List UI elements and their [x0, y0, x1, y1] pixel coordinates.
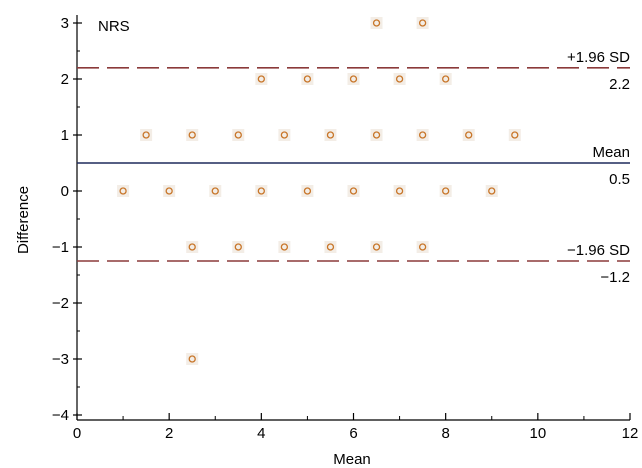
- data-point-halo: [324, 241, 337, 253]
- data-point-halo: [439, 185, 452, 197]
- data-point-halo: [301, 73, 314, 85]
- data-point: [257, 75, 265, 83]
- data-point: [372, 243, 381, 251]
- data-point: [211, 187, 219, 195]
- y-tick-label: 1: [61, 127, 69, 144]
- data-point-halo: [163, 185, 176, 197]
- data-point-halo: [255, 73, 268, 85]
- x-tick-label: 10: [529, 425, 546, 442]
- data-point-halo: [232, 129, 245, 141]
- data-point: [326, 131, 335, 139]
- data-point-halo: [347, 185, 360, 197]
- reference-line-label: +1.96 SD: [567, 49, 630, 66]
- data-point: [142, 131, 150, 139]
- data-point-halo: [324, 129, 337, 141]
- data-point-halo: [117, 185, 130, 197]
- data-point: [188, 243, 196, 251]
- data-point: [511, 131, 519, 139]
- data-point: [349, 75, 358, 83]
- data-point: [442, 187, 450, 195]
- x-tick-label: 8: [441, 425, 449, 442]
- y-tick-label: 3: [61, 15, 69, 32]
- data-point: [488, 187, 496, 195]
- data-point-halo: [140, 129, 153, 141]
- x-tick-label: 6: [349, 425, 357, 442]
- data-point-halo: [393, 73, 406, 85]
- x-tick-label: 2: [165, 425, 173, 442]
- data-point: [234, 131, 242, 139]
- y-tick-label: 0: [61, 183, 69, 200]
- reference-line-value: 2.2: [609, 76, 630, 93]
- data-point: [188, 131, 196, 139]
- chart-title: NRS: [98, 18, 130, 35]
- reference-line-label: Mean: [592, 144, 630, 161]
- data-point: [442, 75, 450, 83]
- reference-lines: +1.96 SD 2.2 Mean 0.5 −1.96 SD −1.2: [77, 49, 630, 286]
- x-tick-label: 0: [73, 425, 81, 442]
- y-axis-title: Difference: [15, 186, 32, 254]
- data-point-halo: [416, 241, 429, 253]
- data-point: [326, 243, 335, 251]
- data-point-halo: [278, 241, 291, 253]
- data-point-halo: [278, 129, 291, 141]
- y-tick-label: 2: [61, 71, 69, 88]
- data-point-halo: [255, 185, 268, 197]
- data-point-halo: [508, 129, 521, 141]
- data-point-halo: [393, 185, 406, 197]
- data-point: [465, 131, 473, 139]
- data-point: [395, 187, 404, 195]
- data-point-halo: [186, 241, 199, 253]
- data-point: [372, 19, 381, 27]
- data-point: [234, 243, 242, 251]
- x-tick-label: 12: [622, 425, 639, 442]
- data-point: [280, 243, 289, 251]
- reference-line-value: 0.5: [609, 171, 630, 188]
- data-point-halo: [232, 241, 245, 253]
- data-point: [280, 131, 289, 139]
- reference-line-label: −1.96 SD: [567, 242, 630, 259]
- data-point: [165, 187, 173, 195]
- y-tick-label: −1: [52, 239, 69, 256]
- data-point-halo: [416, 129, 429, 141]
- y-tick-label: −3: [52, 351, 69, 368]
- x-tick-label: 4: [257, 425, 265, 442]
- data-point: [418, 19, 427, 27]
- data-point-halo: [416, 17, 429, 29]
- data-point: [418, 131, 427, 139]
- data-point-halo: [301, 185, 314, 197]
- y-tick-label: −2: [52, 295, 69, 312]
- data-point-halo: [485, 185, 498, 197]
- data-point: [349, 187, 358, 195]
- data-point: [257, 187, 265, 195]
- data-point-halo: [462, 129, 475, 141]
- data-point-halo: [347, 73, 360, 85]
- y-tick-label: −4: [52, 407, 69, 424]
- x-axis-title: Mean: [333, 451, 371, 468]
- data-points: [117, 17, 521, 365]
- data-point: [303, 75, 312, 83]
- data-point: [188, 355, 196, 363]
- data-point-halo: [439, 73, 452, 85]
- data-point: [418, 243, 427, 251]
- data-point-halo: [370, 17, 383, 29]
- data-point: [372, 131, 381, 139]
- data-point: [395, 75, 404, 83]
- data-point-halo: [370, 129, 383, 141]
- data-point-halo: [186, 129, 199, 141]
- data-point-halo: [209, 185, 222, 197]
- data-point-halo: [186, 353, 199, 365]
- data-point: [119, 187, 127, 195]
- data-point: [303, 187, 312, 195]
- reference-line-value: −1.2: [600, 269, 630, 286]
- data-point-halo: [370, 241, 383, 253]
